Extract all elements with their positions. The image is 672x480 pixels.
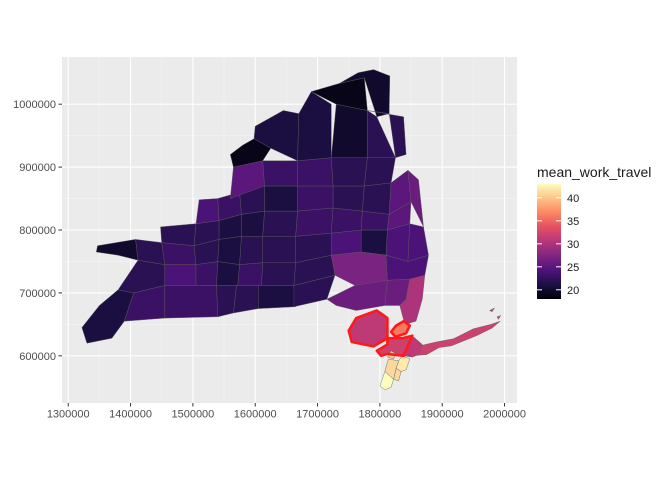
county-region	[331, 157, 368, 187]
legend-title: mean_work_travel	[537, 164, 651, 180]
county-region	[96, 239, 139, 261]
county-region	[331, 103, 368, 158]
county-region	[339, 69, 390, 118]
county-region	[258, 285, 296, 309]
county-region	[233, 285, 259, 314]
county-region	[331, 207, 363, 234]
x-tick-label: 1300000	[47, 409, 90, 421]
county-region	[311, 77, 368, 111]
county-region	[239, 236, 263, 265]
county-region	[264, 185, 298, 212]
county-region	[195, 261, 219, 286]
highlighted-county-outline	[389, 319, 412, 339]
county-region	[331, 229, 362, 256]
county-region	[237, 262, 263, 286]
y-tick-label: 800000	[19, 225, 56, 237]
county-region	[367, 110, 407, 158]
legend: mean_work_travel 20 25 30 35 40	[537, 164, 651, 299]
county-region	[297, 185, 334, 212]
highlighted-county-outline	[347, 309, 389, 348]
county-region	[164, 264, 197, 286]
county-region	[161, 242, 197, 265]
x-tick-label: 1500000	[171, 409, 214, 421]
county-region	[241, 210, 265, 237]
county-region	[496, 315, 501, 320]
x-tick-label: 1600000	[234, 409, 277, 421]
county-region	[489, 307, 495, 312]
county-region	[362, 182, 392, 215]
legend-tick-label: 40	[567, 193, 579, 205]
county-region	[217, 236, 242, 265]
legend-colorbar	[537, 184, 561, 299]
county-region	[262, 160, 298, 187]
county-region	[195, 198, 220, 224]
county-region	[262, 210, 298, 237]
legend-tick-label: 25	[567, 262, 579, 274]
highlighted-counties	[347, 309, 414, 358]
legend-tick-label: 30	[567, 239, 579, 251]
county-region	[332, 185, 365, 212]
county-region	[261, 262, 296, 286]
y-tick-label: 700000	[19, 288, 56, 300]
county-region	[384, 358, 399, 380]
county-region	[164, 285, 219, 319]
county-region	[160, 223, 197, 246]
county-region	[361, 229, 388, 256]
county-region	[297, 91, 332, 162]
legend-tick-label: 20	[567, 285, 579, 297]
y-tick-label: 600000	[19, 351, 56, 363]
county-regions	[81, 69, 501, 390]
legend-ticks: 20 25 30 35 40	[537, 193, 579, 297]
county-region	[297, 157, 334, 187]
y-tick-label: 1000000	[13, 99, 56, 111]
county-region	[262, 236, 296, 263]
x-tick-label: 1700000	[296, 409, 339, 421]
legend-tick-label: 35	[567, 216, 579, 228]
y-axis: 600000 700000 800000 900000 1000000	[13, 99, 62, 363]
y-tick-label: 900000	[19, 162, 56, 174]
x-tick-label: 1900000	[421, 409, 464, 421]
x-tick-label: 2000000	[483, 409, 526, 421]
highlighted-county-outline	[375, 334, 414, 358]
county-region	[364, 157, 396, 187]
x-axis: 1300000 1400000 1500000 1600000 1700000 18000…	[47, 403, 526, 421]
x-tick-label: 1400000	[109, 409, 152, 421]
county-region	[412, 321, 501, 356]
county-region	[216, 261, 240, 286]
county-region	[295, 207, 334, 237]
x-tick-label: 1800000	[358, 409, 401, 421]
